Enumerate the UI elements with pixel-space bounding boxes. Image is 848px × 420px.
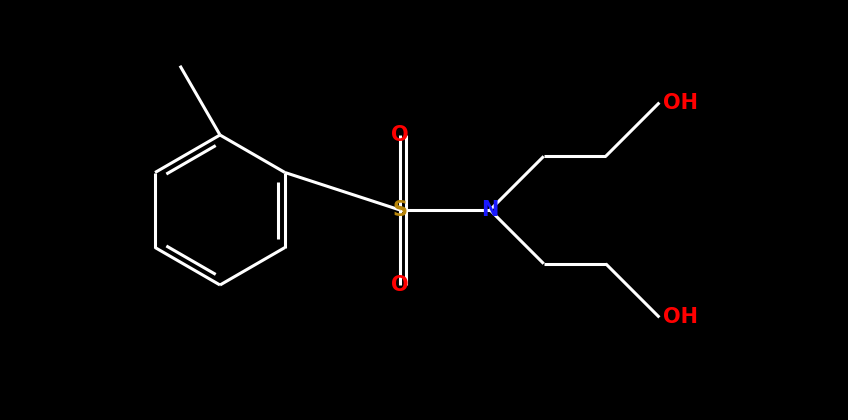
Text: O: O (391, 275, 409, 295)
Text: S: S (393, 200, 408, 220)
Text: OH: OH (663, 307, 699, 327)
Text: O: O (391, 125, 409, 145)
Text: N: N (482, 200, 499, 220)
Text: OH: OH (663, 93, 699, 113)
